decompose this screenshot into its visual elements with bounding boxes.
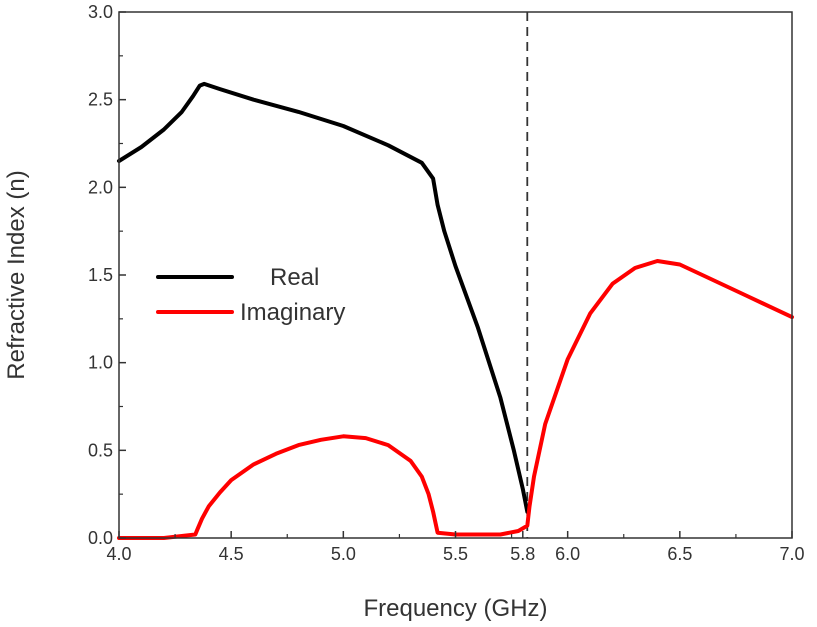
legend: Real Imaginary	[156, 264, 345, 326]
legend-label-imaginary: Imaginary	[240, 299, 345, 326]
series-line-real	[117, 81, 530, 514]
y-tick-label: 3.0	[88, 2, 113, 22]
x-tick-label: 5.8	[510, 544, 535, 564]
x-tick-label: 4.5	[219, 544, 244, 564]
legend-label-real: Real	[270, 264, 319, 291]
plot-marks	[117, 12, 794, 540]
x-tick-label: 7.0	[779, 544, 804, 564]
y-tick-label: 2.0	[88, 177, 113, 197]
axis-ticks: 4.0 4.5 5.0 5.5 5.8 6.0 6.5 7.0 0.0 0.5 1.0 1.5 2.0 2…	[88, 2, 805, 564]
y-tick-label: 1.0	[88, 353, 113, 373]
y-tick-label: 1.5	[88, 265, 113, 285]
x-tick-label: 4.0	[106, 544, 131, 564]
series-line-imaginary	[117, 259, 794, 540]
y-tick-label: 2.5	[88, 90, 113, 110]
y-tick-label: 0.0	[88, 528, 113, 548]
x-tick-label: 6.5	[667, 544, 692, 564]
x-tick-label: 5.0	[331, 544, 356, 564]
x-tick-label: 6.0	[555, 544, 580, 564]
y-axis-title: Refractive Index (n)	[3, 170, 30, 379]
x-axis-title: Frequency (GHz)	[363, 595, 547, 622]
x-tick-label: 5.5	[443, 544, 468, 564]
y-tick-label: 0.5	[88, 440, 113, 460]
